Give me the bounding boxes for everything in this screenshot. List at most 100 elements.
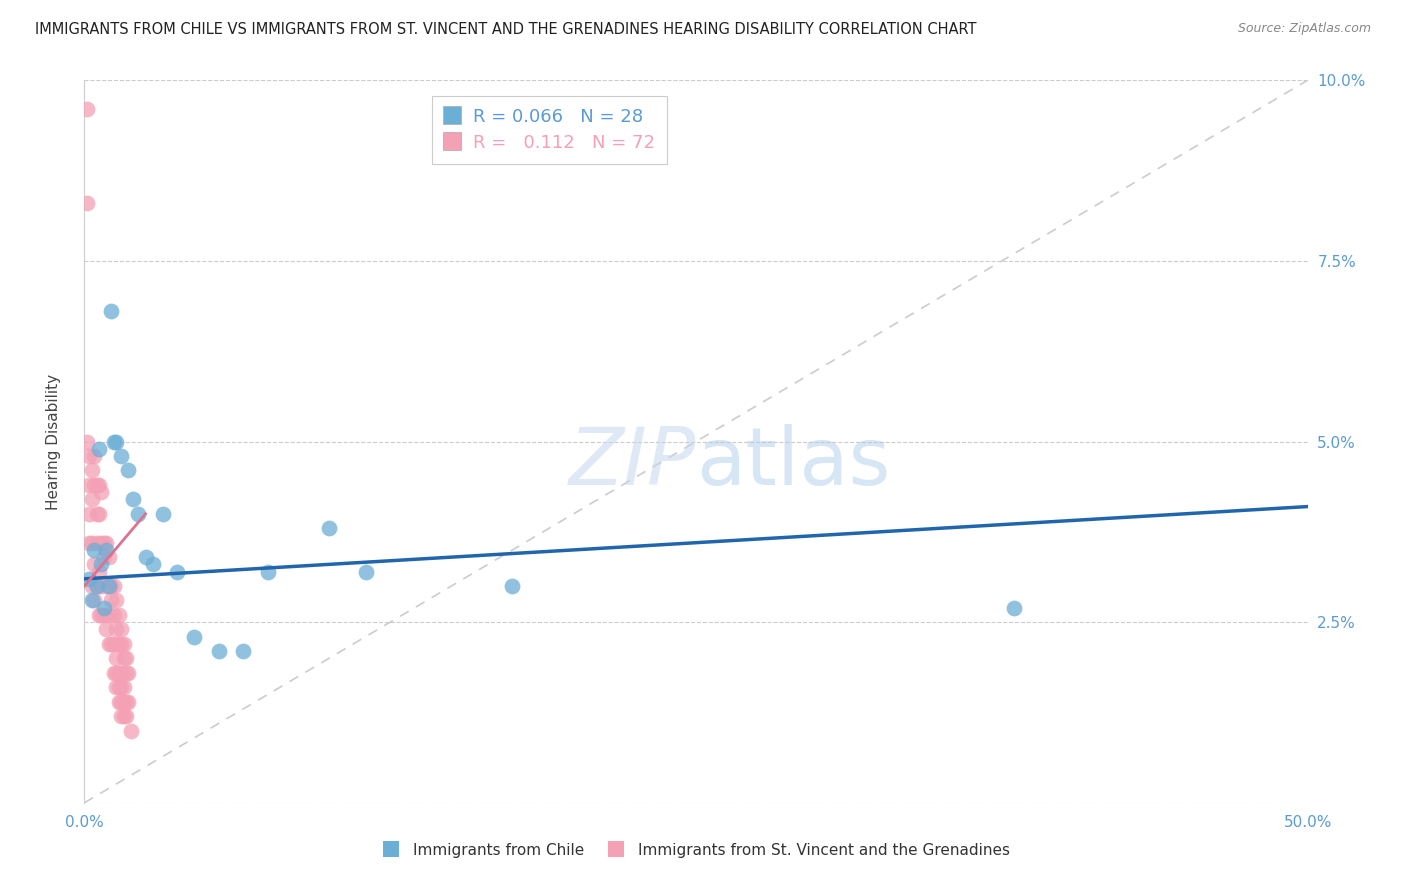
Text: atlas: atlas: [696, 425, 890, 502]
Point: [103, 637, 125, 651]
Text: IMMIGRANTS FROM CHILE VS IMMIGRANTS FROM ST. VINCENT AND THE GRENADINES HEARING : IMMIGRANTS FROM CHILE VS IMMIGRANTS FROM…: [35, 22, 977, 37]
Point: [77, 507, 100, 521]
Point: [90, 485, 112, 500]
Point: [97, 637, 120, 651]
Point: [105, 651, 128, 665]
Point: [93, 535, 115, 549]
Point: [208, 644, 231, 658]
Point: [80, 463, 103, 477]
Point: [80, 579, 103, 593]
Point: [105, 623, 128, 637]
Point: [83, 449, 105, 463]
Point: [112, 709, 135, 723]
Point: [77, 535, 100, 549]
Point: [110, 695, 132, 709]
Point: [83, 593, 105, 607]
Point: [86, 507, 108, 521]
Point: [115, 651, 138, 665]
Point: [80, 492, 103, 507]
Point: [97, 579, 120, 593]
Point: [127, 507, 149, 521]
Point: [105, 680, 128, 694]
Point: [97, 579, 120, 593]
Point: [115, 709, 138, 723]
Point: [183, 630, 205, 644]
Point: [103, 579, 125, 593]
Point: [96, 535, 118, 549]
Point: [120, 723, 142, 738]
Point: [86, 579, 108, 593]
Point: [112, 695, 135, 709]
Point: [86, 579, 108, 593]
Point: [93, 600, 115, 615]
Point: [83, 478, 105, 492]
Point: [93, 550, 115, 565]
Point: [87, 607, 110, 622]
Point: [103, 434, 125, 449]
Point: [105, 665, 128, 680]
Point: [107, 680, 129, 694]
Point: [96, 579, 118, 593]
Point: [135, 550, 157, 565]
Point: [87, 565, 110, 579]
Point: [110, 680, 132, 694]
Point: [90, 535, 112, 549]
Point: [122, 492, 145, 507]
Point: [90, 579, 112, 593]
Point: [110, 665, 132, 680]
Point: [100, 593, 122, 607]
Point: [76, 102, 98, 116]
Point: [96, 623, 118, 637]
Point: [80, 535, 103, 549]
Legend: Immigrants from Chile, Immigrants from St. Vincent and the Grenadines: Immigrants from Chile, Immigrants from S…: [373, 833, 1019, 867]
Point: [110, 637, 132, 651]
Point: [110, 623, 132, 637]
Point: [110, 449, 132, 463]
Point: [80, 593, 103, 607]
Point: [77, 449, 100, 463]
Point: [76, 196, 98, 211]
Point: [87, 442, 110, 456]
Point: [110, 709, 132, 723]
Point: [105, 593, 128, 607]
Point: [93, 607, 115, 622]
Point: [90, 607, 112, 622]
Point: [100, 579, 122, 593]
Point: [107, 695, 129, 709]
Point: [1002, 600, 1025, 615]
Text: Source: ZipAtlas.com: Source: ZipAtlas.com: [1237, 22, 1371, 36]
Point: [117, 695, 139, 709]
Point: [100, 304, 122, 318]
Point: [232, 644, 254, 658]
Point: [107, 637, 129, 651]
Point: [77, 478, 100, 492]
Point: [318, 521, 340, 535]
Point: [96, 542, 118, 557]
Point: [83, 558, 105, 572]
Point: [502, 579, 524, 593]
Point: [115, 695, 138, 709]
Point: [77, 572, 100, 586]
Point: [100, 637, 122, 651]
Point: [83, 542, 105, 557]
Point: [103, 607, 125, 622]
Point: [257, 565, 280, 579]
Point: [97, 550, 120, 565]
Point: [97, 607, 120, 622]
Point: [87, 478, 110, 492]
Point: [105, 434, 128, 449]
Point: [90, 558, 112, 572]
Point: [107, 607, 129, 622]
Point: [112, 637, 135, 651]
Point: [354, 565, 377, 579]
Point: [86, 478, 108, 492]
Y-axis label: Hearing Disability: Hearing Disability: [46, 374, 60, 509]
Point: [112, 651, 135, 665]
Point: [117, 463, 139, 477]
Point: [107, 665, 129, 680]
Point: [152, 507, 174, 521]
Point: [87, 507, 110, 521]
Point: [166, 565, 188, 579]
Point: [142, 558, 165, 572]
Point: [76, 434, 98, 449]
